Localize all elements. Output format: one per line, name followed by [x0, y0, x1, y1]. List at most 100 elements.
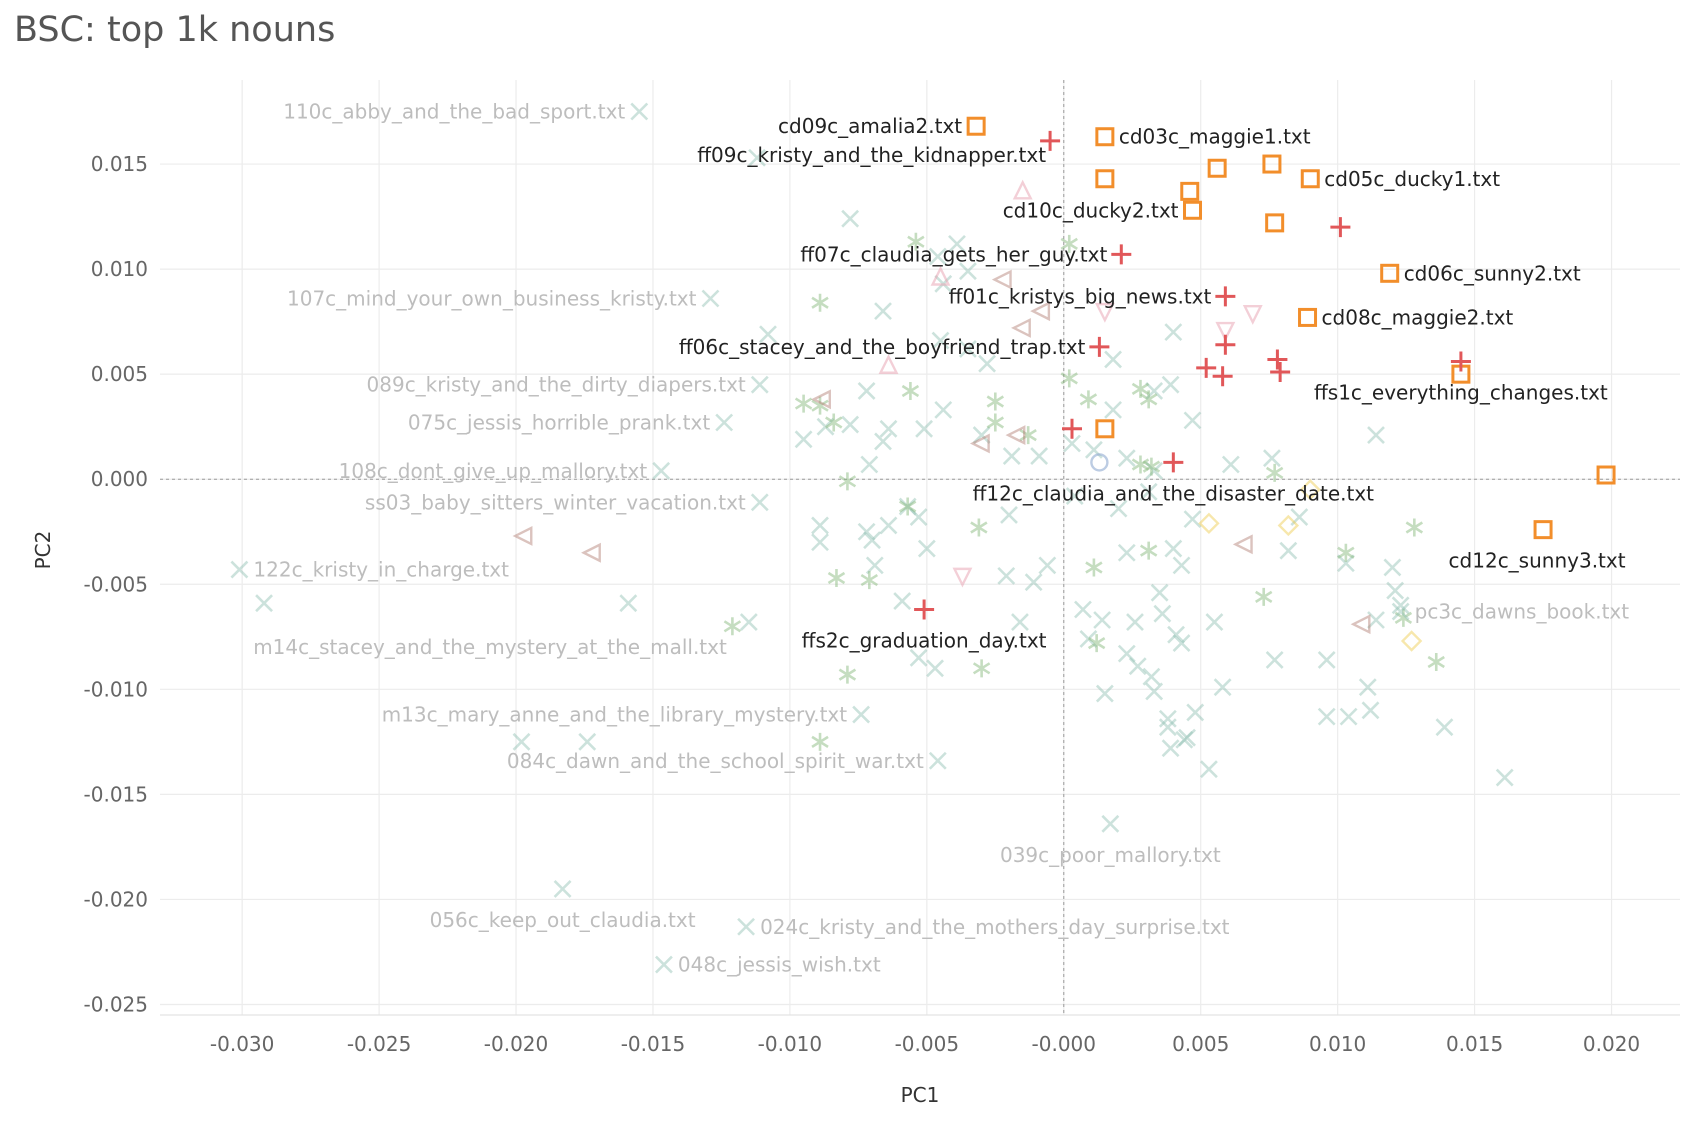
point-star	[1079, 390, 1098, 409]
point-plus	[1062, 418, 1082, 439]
point-label: 108c_dont_give_up_mallory.txt	[339, 459, 648, 483]
y-tick-label: -0.005	[84, 572, 148, 596]
point-triangle-up	[1012, 179, 1033, 200]
point-label: ffs1c_everything_changes.txt	[1314, 381, 1608, 405]
point-label: cd10c_ducky2.txt	[1003, 198, 1179, 222]
point-triangle-left	[991, 269, 1012, 290]
point-star	[1139, 541, 1158, 560]
point-star	[794, 394, 813, 413]
point-x	[715, 413, 734, 432]
point-star	[1087, 634, 1106, 653]
point-triangle-down	[1215, 321, 1236, 342]
point-x	[1024, 573, 1043, 592]
point-x	[1158, 709, 1177, 728]
point-plus	[1089, 336, 1110, 357]
point-x	[917, 539, 936, 558]
point-x	[1175, 730, 1194, 749]
point-label: pc3c_dawns_book.txt	[1415, 600, 1630, 624]
point-x	[1093, 611, 1112, 629]
point-x	[1205, 613, 1224, 632]
point-plus	[1215, 334, 1236, 355]
point-x	[1186, 703, 1205, 722]
point-x	[841, 209, 860, 228]
point-x	[1158, 718, 1177, 737]
point-x	[759, 325, 777, 344]
point-x	[1263, 449, 1281, 468]
point-x	[863, 531, 881, 550]
point-x	[1336, 554, 1355, 573]
point-star	[972, 659, 991, 678]
point-x	[874, 432, 892, 451]
point-star	[1255, 587, 1273, 606]
point-label: 056c_keep_out_claudia.txt	[430, 908, 696, 932]
point-star	[1142, 457, 1161, 476]
point-x	[948, 234, 966, 253]
x-tick-label: 0.015	[1446, 1032, 1503, 1056]
point-x	[1290, 508, 1309, 526]
point-x	[852, 705, 871, 724]
point-label: ff12c_claudia_and_the_disaster_date.txt	[973, 481, 1375, 505]
x-axis-title: PC1	[901, 1083, 940, 1107]
point-star	[907, 232, 925, 251]
point-x	[1172, 634, 1191, 653]
point-x	[1279, 541, 1298, 560]
point-plus	[1040, 130, 1061, 151]
point-x	[1167, 625, 1185, 644]
point-x	[1317, 707, 1336, 726]
point-x	[1038, 556, 1057, 575]
x-tick-label: -0.020	[484, 1032, 548, 1056]
point-label: 024c_kristy_and_the_mothers_day_surprise…	[760, 915, 1230, 939]
point-star	[898, 497, 917, 516]
point-x	[978, 354, 997, 373]
point-x	[816, 417, 835, 436]
point-star	[901, 381, 920, 400]
point-x	[1104, 400, 1122, 419]
point-circle	[1090, 453, 1109, 472]
y-tick-label: 0.015	[91, 152, 148, 176]
point-x	[1200, 760, 1218, 779]
point-x	[1161, 739, 1180, 758]
point-x	[255, 594, 273, 613]
point-label: 075c_jessis_horrible_prank.txt	[408, 410, 710, 434]
point-label: cd05c_ducky1.txt	[1324, 167, 1500, 191]
point-x	[1367, 426, 1385, 445]
point-star	[1085, 558, 1103, 577]
point-x	[860, 455, 879, 474]
point-x	[1030, 447, 1049, 466]
point-triangle-left	[969, 433, 990, 454]
point-star	[1427, 653, 1445, 672]
point-x	[1361, 701, 1380, 720]
point-x	[1150, 583, 1169, 602]
point-x	[1063, 434, 1081, 453]
point-label: cd03c_maggie1.txt	[1119, 125, 1311, 149]
point-square	[1095, 127, 1115, 147]
y-tick-label: 0.000	[91, 467, 148, 491]
point-plus	[1270, 362, 1291, 383]
point-square	[1265, 213, 1285, 233]
point-x	[909, 648, 928, 667]
point-label: ffs2c_graduation_day.txt	[802, 628, 1047, 652]
point-label: 089c_kristy_and_the_dirty_diapers.txt	[367, 373, 746, 397]
point-label: 122c_kristy_in_charge.txt	[253, 558, 509, 582]
point-x	[1435, 718, 1454, 737]
point-x	[1161, 375, 1180, 394]
point-star	[1131, 379, 1150, 398]
point-label: ff07c_claudia_gets_her_guy.txt	[800, 242, 1107, 266]
point-square	[1596, 465, 1616, 485]
point-x	[1104, 350, 1122, 369]
y-tick-label: -0.010	[84, 677, 148, 701]
point-x	[1145, 461, 1164, 480]
y-axis-title: PC2	[31, 531, 55, 570]
point-label: 084c_dawn_and_the_school_spirit_war.txt	[507, 749, 924, 773]
x-tick-label: -0.000	[1032, 1032, 1096, 1056]
point-x	[1101, 814, 1120, 833]
point-plus	[1330, 217, 1351, 238]
y-tick-label: -0.020	[84, 887, 148, 911]
point-x	[230, 560, 249, 579]
point-x	[701, 289, 720, 308]
point-x	[931, 331, 950, 350]
point-x	[879, 516, 898, 535]
point-plus	[1111, 244, 1132, 265]
point-x	[1153, 604, 1172, 623]
